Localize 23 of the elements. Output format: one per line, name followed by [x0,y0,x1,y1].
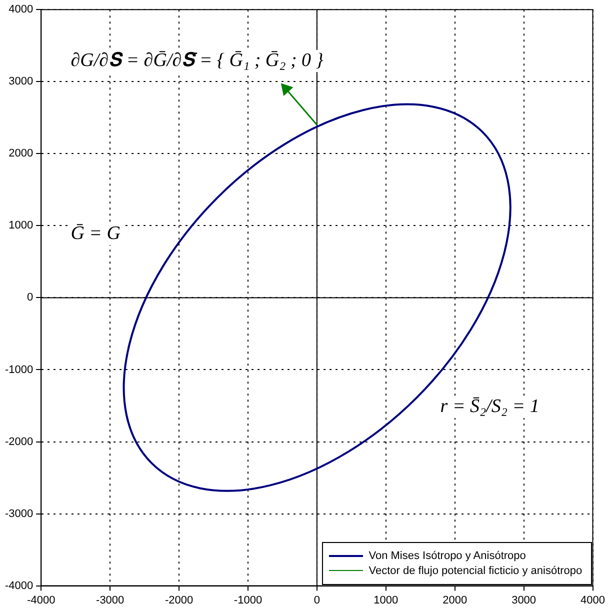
x-tick-label: 3000 [512,594,536,606]
annotation: ∂G/∂𝐒 = ∂Ḡ/∂𝐒̄ = { Ḡ₁ ; Ḡ₂ ; 0 } [68,50,326,72]
x-tick-label: 2000 [442,594,468,606]
y-tick-label: -2000 [4,436,34,448]
y-tick-label: -4000 [4,580,34,592]
y-tick-label: -3000 [4,508,34,520]
x-tick-label: 0 [314,594,320,606]
legend-label: Vector de flujo potencial ficticio y anisótropo [368,564,582,577]
annotation: Ḡ = G [68,222,122,245]
y-tick-label: -1000 [4,364,34,376]
annotation: Von Mises Isótropo y Anisótropo [368,550,526,562]
x-tick-label: 4000 [580,594,606,606]
x-tick-label: -3000 [96,594,124,606]
y-tick-label: 1000 [8,220,34,232]
y-tick-label: 0 [27,292,34,304]
y-tick-label: 4000 [8,4,34,16]
y-tick-label: 3000 [8,76,34,88]
annotation: r = S̄₂/S₂ = 1 [438,396,542,418]
x-tick-label: -2000 [164,594,194,606]
x-tick-label: -1000 [234,594,262,606]
y-tick-label: 2000 [8,148,34,160]
x-tick-label: -4000 [27,594,56,606]
x-tick-label: 1000 [374,594,398,606]
